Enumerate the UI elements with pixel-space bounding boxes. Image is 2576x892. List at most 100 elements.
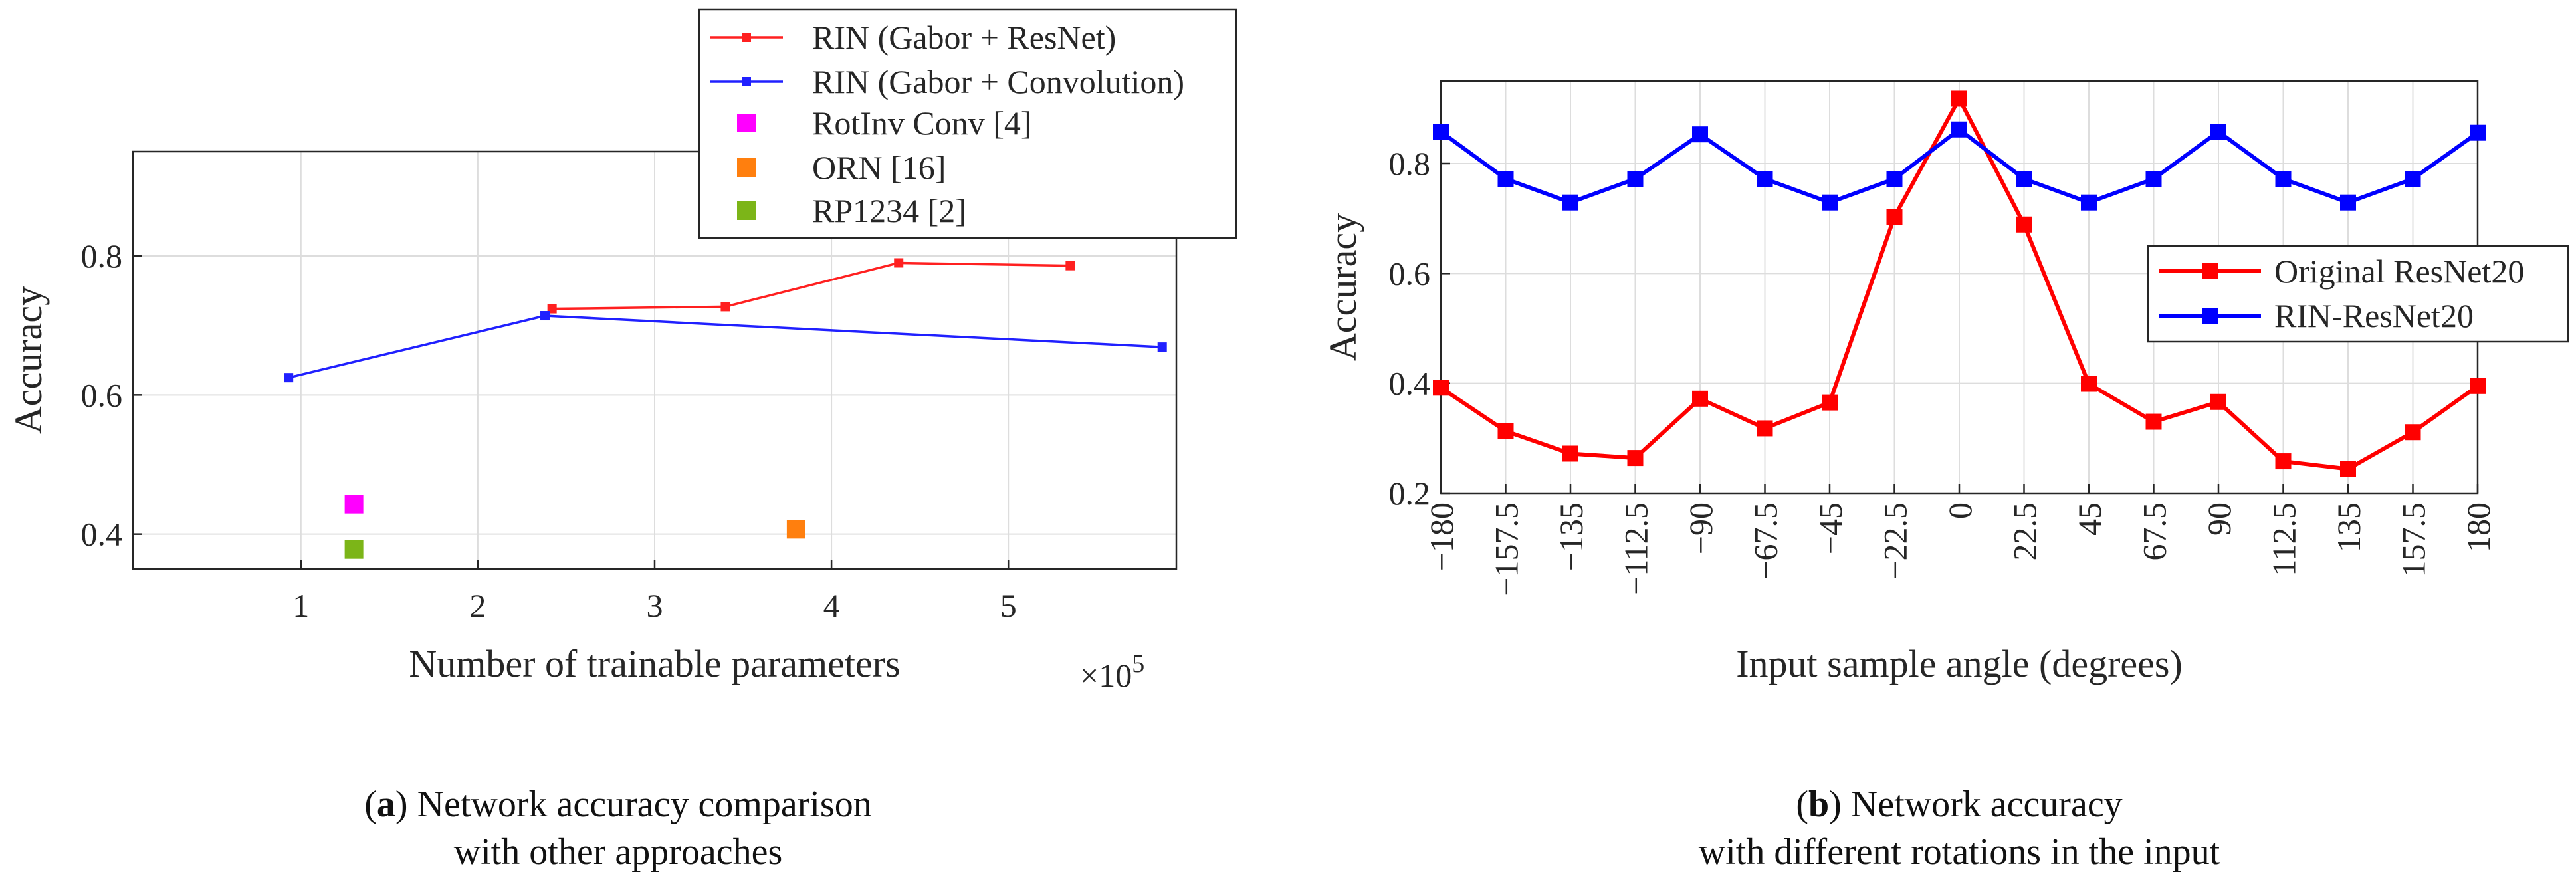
data-point-rin-resnet20 bbox=[2340, 194, 2356, 211]
legend-marker-rp1234 bbox=[737, 201, 756, 220]
data-point-rin-resnet20 bbox=[1562, 194, 1578, 211]
data-point-rin-gabor-convolution bbox=[540, 311, 550, 321]
chart-b-legend: Original ResNet20 RIN-ResNet20 bbox=[2147, 245, 2569, 343]
chart-b-x-tick-label: −67.5 bbox=[1747, 502, 1784, 580]
data-point-rin-resnet20 bbox=[1433, 124, 1449, 140]
chart-b-y-tick-label: 0.6 bbox=[1389, 255, 1431, 292]
data-point-original-resnet20 bbox=[2470, 378, 2486, 394]
data-point-original-resnet20 bbox=[1627, 450, 1644, 467]
chart-b-y-ticks: 0.2 0.4 0.6 0.8 bbox=[1389, 145, 1450, 512]
chart-b-x-tick-label: 112.5 bbox=[2266, 502, 2303, 576]
data-point-rin-resnet20 bbox=[1757, 171, 1773, 187]
data-point-original-resnet20 bbox=[2405, 424, 2421, 441]
chart-b-x-tick-label: 0 bbox=[1941, 502, 1979, 519]
chart-b-x-tick-label: −157.5 bbox=[1488, 502, 1525, 596]
chart-a-y-ticks: 0.4 0.6 0.8 bbox=[81, 237, 142, 553]
chart-b-x-label: Input sample angle (degrees) bbox=[1736, 642, 2183, 685]
data-point-original-resnet20 bbox=[1886, 209, 1903, 225]
chart-b: −180 −157.5 −135 −112.5 −90 −67.5 −45 −22.5 0 22.… bbox=[1321, 80, 2569, 873]
data-point-rin-gabor-resnet bbox=[547, 304, 557, 314]
data-point-rin-resnet20 bbox=[1951, 121, 1967, 138]
chart-b-y-label: Accuracy bbox=[1321, 213, 1364, 361]
chart-a-x-exponent: ×105 bbox=[1080, 650, 1144, 694]
legend-label-rin-gabor-resnet: RIN (Gabor + ResNet) bbox=[812, 19, 1116, 56]
chart-b-x-tick-label: 67.5 bbox=[2136, 502, 2173, 561]
legend-marker-rin-resnet20 bbox=[2202, 308, 2218, 324]
chart-a-y-label: Accuracy bbox=[7, 286, 50, 434]
chart-a-x-tick-label: 3 bbox=[647, 587, 663, 624]
data-point-original-resnet20 bbox=[2340, 461, 2356, 477]
caption-b-text: Network accuracy bbox=[1851, 784, 2123, 825]
chart-b-series bbox=[1433, 90, 2486, 477]
chart-b-x-tick-label: 157.5 bbox=[2395, 502, 2432, 578]
data-point-original-resnet20 bbox=[1497, 423, 1514, 439]
legend-marker-rotinv-conv bbox=[737, 114, 756, 132]
legend-marker-original-resnet20 bbox=[2202, 263, 2218, 279]
chart-b-x-tick-label: 90 bbox=[2200, 502, 2238, 536]
data-point-original-resnet20 bbox=[1562, 445, 1578, 462]
caption-b-line2: with different rotations in the input bbox=[1699, 832, 2220, 873]
data-point-rin-resnet20 bbox=[1627, 171, 1644, 187]
data-point-rin-gabor-resnet bbox=[894, 258, 904, 268]
chart-a-legend: RIN (Gabor + ResNet) RIN (Gabor + Convol… bbox=[698, 8, 1237, 239]
data-point-rin-resnet20 bbox=[1886, 171, 1903, 187]
chart-b-x-tick-label: −90 bbox=[1682, 502, 1719, 554]
chart-a-x-tick-label: 1 bbox=[292, 587, 309, 624]
chart-a-x-ticks: 1 2 3 4 5 bbox=[292, 560, 1017, 624]
legend-label-orn: ORN [16] bbox=[812, 149, 946, 186]
data-point-original-resnet20 bbox=[1951, 90, 1967, 107]
data-point-rin-gabor-resnet bbox=[1065, 261, 1075, 271]
data-point-original-resnet20 bbox=[2081, 376, 2097, 392]
chart-b-x-tick-label: −112.5 bbox=[1618, 502, 1655, 595]
caption-a-label: a bbox=[377, 784, 395, 825]
data-point-original-resnet20 bbox=[1822, 394, 1838, 411]
data-point-original-resnet20 bbox=[2210, 393, 2226, 410]
chart-b-y-tick-label: 0.4 bbox=[1389, 365, 1431, 402]
chart-a-x-tick-label: 2 bbox=[469, 587, 486, 624]
chart-a-x-exponent-power: 5 bbox=[1132, 650, 1144, 678]
chart-b-y-tick-label: 0.2 bbox=[1389, 475, 1431, 512]
data-point-rp1234-2 bbox=[344, 540, 364, 559]
chart-b-x-tick-label: 135 bbox=[2330, 502, 2367, 552]
data-point-rin-resnet20 bbox=[2210, 124, 2226, 140]
legend-label-rin-gabor-convolution: RIN (Gabor + Convolution) bbox=[812, 63, 1184, 100]
data-point-rin-resnet20 bbox=[2275, 171, 2292, 187]
caption-a-line2: with other approaches bbox=[454, 832, 782, 873]
data-point-original-resnet20 bbox=[1692, 390, 1708, 407]
chart-b-x-tick-label: −45 bbox=[1812, 502, 1849, 554]
chart-a-series bbox=[284, 258, 1167, 383]
series-line-rin-gabor-resnet bbox=[552, 261, 1071, 310]
data-point-orn-16 bbox=[786, 520, 805, 539]
chart-b-y-tick-label: 0.8 bbox=[1389, 145, 1431, 182]
legend-label-rp1234: RP1234 [2] bbox=[812, 192, 966, 229]
data-point-rin-gabor-convolution bbox=[1157, 342, 1167, 352]
chart-a-y-tick-label: 0.8 bbox=[81, 237, 123, 275]
chart-b-x-tick-label: −135 bbox=[1553, 502, 1590, 571]
chart-a-legend-box bbox=[698, 8, 1237, 239]
data-point-rin-resnet20 bbox=[2470, 124, 2486, 141]
chart-a-y-tick-label: 0.6 bbox=[81, 376, 123, 413]
caption-b-label: b bbox=[1808, 784, 1829, 825]
chart-a-y-tick-label: 0.4 bbox=[81, 516, 123, 553]
legend-marker-rin-gabor-resnet bbox=[742, 33, 751, 42]
chart-b-x-tick-label: 45 bbox=[2071, 502, 2108, 536]
chart-b-legend-box bbox=[2147, 245, 2569, 343]
legend-label-rotinv-conv: RotInv Conv [4] bbox=[812, 104, 1032, 142]
caption-a-text: Network accuracy comparison bbox=[417, 784, 872, 825]
chart-a-x-exponent-base: ×10 bbox=[1080, 657, 1132, 694]
caption-a-line1: (a) Network accuracy comparison bbox=[364, 784, 871, 825]
chart-a-x-label: Number of trainable parameters bbox=[409, 642, 900, 685]
chart-b-x-tick-label: −180 bbox=[1423, 502, 1460, 571]
legend-marker-orn bbox=[737, 158, 756, 177]
chart-b-x-tick-label: 22.5 bbox=[2006, 502, 2044, 561]
legend-marker-rin-gabor-convolution bbox=[742, 77, 751, 86]
data-point-original-resnet20 bbox=[1757, 420, 1773, 437]
data-point-original-resnet20 bbox=[1433, 380, 1449, 396]
data-point-rin-resnet20 bbox=[1822, 194, 1838, 211]
data-point-original-resnet20 bbox=[2145, 413, 2162, 430]
chart-a-points bbox=[344, 495, 805, 559]
chart-b-x-tick-label: −22.5 bbox=[1877, 502, 1914, 580]
chart-b-x-tick-label: 180 bbox=[2460, 502, 2497, 552]
data-point-rin-gabor-convolution bbox=[284, 373, 294, 383]
